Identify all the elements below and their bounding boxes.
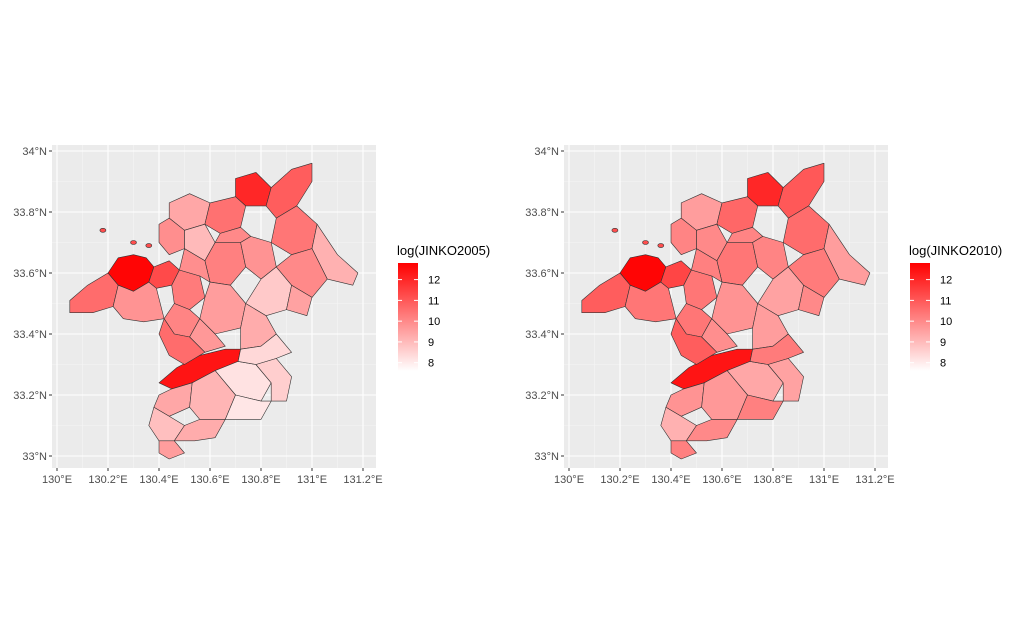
municipality-34: [237, 333, 292, 365]
x-tick-label: 130°E: [42, 474, 72, 486]
legend-label: 8: [428, 358, 434, 370]
legend-label: 10: [940, 316, 952, 328]
y-tick-label: 33.8°N: [525, 207, 559, 219]
x-tick-label: 131.2°E: [343, 474, 382, 486]
municipality-16: [691, 248, 723, 283]
municipality-29: [174, 419, 226, 442]
x-axis-ticks: 130°E 130.2°E 130.4°E 130.6°E 130.8°E 131°E 13…: [42, 468, 383, 486]
municipality-4: [265, 162, 313, 219]
y-tick-label: 34°N: [534, 146, 559, 158]
municipality-30: [624, 281, 677, 323]
municipality-regions: [69, 162, 359, 460]
legend-label: 12: [940, 275, 952, 287]
legend-title: log(JINKO2010): [909, 243, 1002, 258]
legend-colorbar: [398, 263, 418, 371]
x-tick-label: 130.2°E: [600, 474, 639, 486]
y-tick-label: 33.4°N: [13, 329, 47, 341]
municipality-26: [670, 440, 697, 460]
municipality-23: [798, 284, 825, 317]
x-tick-label: 130.6°E: [190, 474, 229, 486]
municipality-23: [286, 284, 313, 317]
legend-label: 11: [940, 295, 951, 307]
island-0: [642, 240, 649, 245]
island-2: [99, 228, 107, 233]
y-axis-ticks: 34°N 33.8°N 33.6°N 33.4°N 33.2°N 33°N: [13, 146, 52, 463]
legend-labels: 12 11 10 9 8: [398, 275, 440, 370]
x-tick-label: 131.2°E: [855, 474, 894, 486]
legend: log(JINKO2005) 12 11 10 9 8: [397, 243, 490, 371]
x-tick-label: 131°E: [297, 474, 327, 486]
legend: log(JINKO2010) 12 11 10 9 8: [909, 243, 1002, 371]
legend-labels: 12 11 10 9 8: [910, 275, 952, 370]
x-tick-label: 131°E: [809, 474, 839, 486]
legend-label: 10: [428, 316, 440, 328]
x-axis-ticks: 130°E 130.2°E 130.4°E 130.6°E 130.8°E 131°E 13…: [554, 468, 895, 486]
y-tick-label: 33.6°N: [525, 268, 559, 280]
y-tick-label: 33.6°N: [13, 268, 47, 280]
y-tick-label: 33°N: [534, 451, 559, 463]
y-tick-label: 33.2°N: [13, 390, 47, 402]
island-1: [145, 243, 153, 248]
municipality-16: [179, 248, 211, 283]
map-panel-2005: 130°E 130.2°E 130.4°E 130.6°E 130.8°E 131°E 13…: [13, 145, 490, 486]
municipality-regions: [581, 162, 871, 460]
x-tick-label: 130.4°E: [139, 474, 178, 486]
legend-label: 9: [940, 337, 946, 349]
municipality-26: [158, 440, 185, 460]
y-tick-label: 33.4°N: [525, 329, 559, 341]
x-tick-label: 130°E: [554, 474, 584, 486]
municipality-34: [749, 333, 804, 365]
y-tick-label: 33°N: [22, 451, 47, 463]
y-tick-label: 33.2°N: [525, 390, 559, 402]
legend-title: log(JINKO2005): [397, 243, 490, 258]
legend-label: 9: [428, 337, 434, 349]
x-tick-label: 130.6°E: [702, 474, 741, 486]
municipality-11: [214, 227, 252, 243]
x-tick-label: 130.4°E: [651, 474, 690, 486]
y-axis-ticks: 34°N 33.8°N 33.6°N 33.4°N 33.2°N 33°N: [525, 146, 564, 463]
municipality-33: [736, 394, 784, 420]
island-0: [130, 240, 137, 245]
legend-colorbar: [910, 263, 930, 371]
x-tick-label: 130.8°E: [753, 474, 792, 486]
island-2: [611, 228, 619, 233]
legend-label: 11: [428, 295, 439, 307]
municipality-30: [112, 281, 165, 323]
municipality-31: [670, 318, 718, 365]
municipality-33: [225, 394, 272, 420]
island-1: [657, 243, 665, 248]
y-tick-label: 33.8°N: [13, 207, 47, 219]
y-tick-label: 34°N: [22, 146, 47, 158]
x-tick-label: 130.8°E: [241, 474, 280, 486]
municipality-31: [158, 318, 206, 365]
legend-label: 12: [428, 275, 440, 287]
map-panel-2010: 130°E 130.2°E 130.4°E 130.6°E 130.8°E 131°E 13…: [525, 145, 1002, 486]
legend-label: 8: [940, 358, 946, 370]
x-tick-label: 130.2°E: [88, 474, 127, 486]
municipality-4: [777, 162, 825, 219]
municipality-11: [726, 227, 764, 243]
municipality-29: [685, 419, 738, 442]
